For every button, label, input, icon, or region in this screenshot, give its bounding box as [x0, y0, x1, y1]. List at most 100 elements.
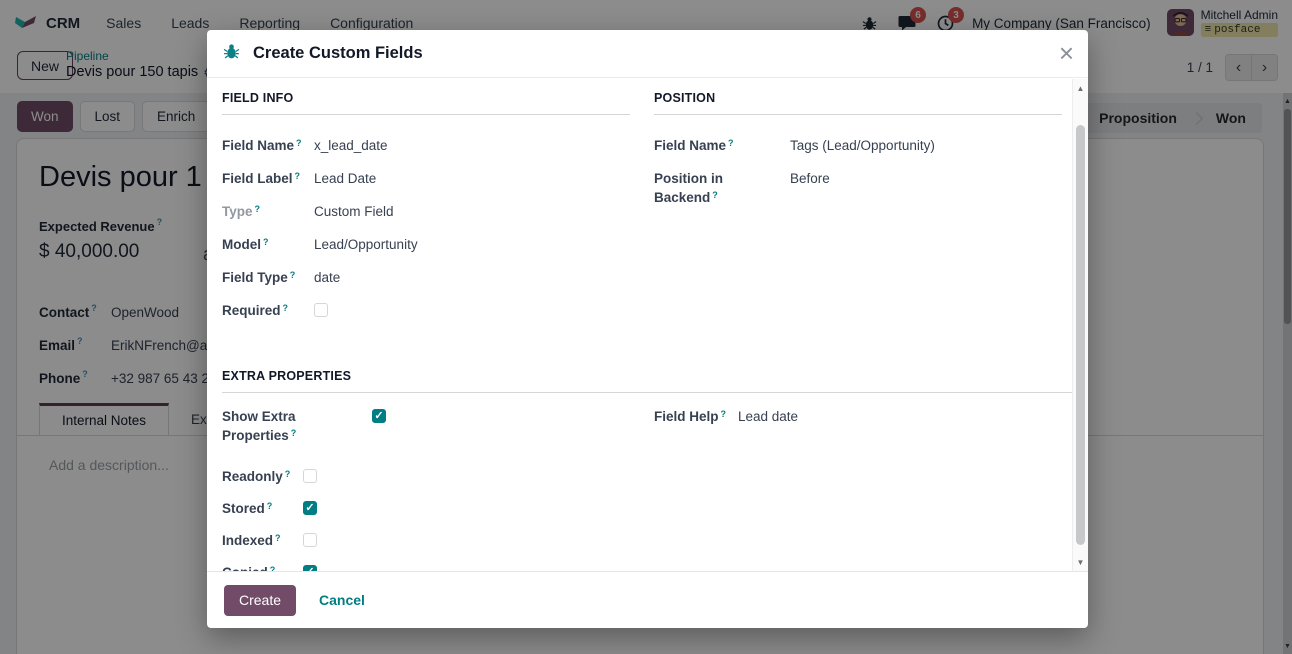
status-buttons: Won Lost Enrich — [17, 101, 211, 132]
indexed-checkbox[interactable]: ✓ — [303, 533, 317, 547]
cancel-button[interactable]: Cancel — [319, 592, 365, 608]
show-extra-properties-checkbox[interactable]: ✓ — [372, 409, 386, 423]
company-switcher[interactable]: My Company (San Francisco) — [972, 15, 1151, 31]
pager-value: 1 / 1 — [1186, 60, 1213, 75]
new-button[interactable]: New — [17, 51, 74, 80]
position-title: POSITION — [654, 91, 1062, 115]
modal-body: FIELD INFO Field Name? x_lead_date Field… — [207, 79, 1072, 571]
activities-badge: 3 — [948, 7, 965, 23]
breadcrumb-pipeline[interactable]: Pipeline — [66, 49, 109, 63]
scroll-down-icon[interactable]: ▼ — [1284, 642, 1291, 650]
user-meta: Mitchell Admin ≡ posface — [1200, 8, 1278, 37]
create-custom-fields-modal: Create Custom Fields × FIELD INFO Field … — [207, 30, 1088, 628]
odoo-crm-logo-icon — [14, 13, 38, 33]
help-icon: ? — [290, 428, 297, 438]
phone-field: Phone? +32 987 65 43 21 — [39, 369, 217, 386]
field-info-section: FIELD INFO Field Name? x_lead_date Field… — [222, 91, 630, 334]
readonly-checkbox[interactable]: ✓ — [303, 469, 317, 483]
field-info-title: FIELD INFO — [222, 91, 630, 115]
main-menu: Sales Leads Reporting Configuration — [106, 15, 413, 31]
readonly-row: Readonly? ✓ — [222, 467, 630, 486]
help-icon: ? — [156, 217, 163, 227]
help-icon: ? — [77, 336, 83, 346]
modal-title: Create Custom Fields — [253, 44, 423, 62]
description-placeholder[interactable]: Add a description... — [49, 457, 169, 473]
modal-scrollbar-thumb[interactable] — [1076, 125, 1085, 545]
check-icon: ✓ — [374, 409, 384, 422]
copied-checkbox[interactable]: ✓ — [303, 565, 317, 571]
lost-button[interactable]: Lost — [79, 101, 136, 132]
app-name[interactable]: CRM — [46, 14, 81, 32]
help-icon: ? — [728, 138, 734, 148]
menu-leads[interactable]: Leads — [171, 15, 210, 31]
model-input[interactable]: Lead/Opportunity — [314, 237, 418, 252]
close-icon[interactable]: × — [1058, 38, 1074, 68]
expected-revenue-value[interactable]: $ 40,000.00 — [39, 241, 140, 262]
user-menu[interactable]: Mitchell Admin ≡ posface — [1166, 8, 1278, 37]
contact-value[interactable]: OpenWood — [111, 305, 180, 320]
database-name: posface — [1214, 24, 1261, 36]
field-type-row: Field Type? date — [222, 270, 341, 285]
email-value[interactable]: ErikNFrench@arn — [111, 338, 220, 353]
messages-icon[interactable]: 6 — [896, 7, 927, 34]
copied-row: Copied? ✓ — [222, 563, 630, 571]
stored-checkbox[interactable]: ✓ — [303, 501, 317, 515]
help-icon: ? — [269, 565, 276, 571]
database-badge: ≡ posface — [1200, 23, 1278, 37]
menu-reporting[interactable]: Reporting — [239, 15, 301, 31]
expected-revenue-label: Expected Revenue? — [39, 217, 163, 234]
field-label-row: Field Label? Lead Date — [222, 171, 377, 186]
pager-next-button[interactable]: › — [1251, 54, 1278, 81]
page-scrollbar-thumb[interactable] — [1284, 109, 1291, 324]
check-icon: ✓ — [305, 566, 314, 571]
field-help-input[interactable]: Lead date — [738, 409, 799, 424]
position-in-backend-row: Position in Backend? Before — [654, 171, 830, 205]
phone-value[interactable]: +32 987 65 43 21 — [111, 371, 217, 386]
field-type-input[interactable]: date — [314, 270, 341, 285]
tab-internal-notes[interactable]: Internal Notes — [39, 403, 170, 435]
position-section: POSITION Field Name? Tags (Lead/Opportun… — [654, 91, 1062, 334]
email-field: Email? ErikNFrench@arn — [39, 336, 220, 353]
breadcrumb: Pipeline Devis pour 150 tapis ⚙ — [66, 49, 215, 82]
check-icon: ✓ — [305, 501, 315, 514]
help-icon: ? — [289, 270, 296, 280]
scroll-down-icon[interactable]: ▼ — [1076, 557, 1085, 567]
debug-bug-icon[interactable] — [858, 12, 880, 34]
page-scrollbar[interactable]: ▲ ▼ — [1283, 93, 1292, 654]
required-checkbox[interactable]: ✓ — [314, 303, 328, 317]
stage-won[interactable]: Won — [1215, 110, 1246, 126]
help-icon: ? — [254, 204, 261, 214]
extra-properties-title: EXTRA PROPERTIES — [222, 369, 1072, 393]
messages-badge: 6 — [910, 7, 927, 23]
help-icon: ? — [720, 409, 727, 419]
scroll-up-icon[interactable]: ▲ — [1284, 97, 1291, 105]
menu-configuration[interactable]: Configuration — [330, 15, 414, 31]
user-name: Mitchell Admin — [1200, 8, 1278, 22]
contact-field: Contact? OpenWood — [39, 303, 180, 320]
position-field-name-row: Field Name? Tags (Lead/Opportunity) — [654, 138, 935, 153]
lead-title: Devis pour 1 — [39, 161, 202, 193]
scroll-up-icon[interactable]: ▲ — [1076, 83, 1085, 93]
type-value: Custom Field — [314, 204, 394, 219]
bug-icon — [223, 43, 240, 65]
create-button[interactable]: Create — [224, 584, 297, 616]
help-icon: ? — [294, 171, 301, 181]
field-label-input[interactable]: Lead Date — [314, 171, 377, 186]
position-in-backend-select[interactable]: Before — [790, 171, 830, 186]
modal-footer: Create Cancel — [207, 571, 1088, 628]
field-name-input[interactable]: x_lead_date — [314, 138, 388, 153]
position-field-name-input[interactable]: Tags (Lead/Opportunity) — [790, 138, 935, 153]
help-icon: ? — [284, 469, 291, 479]
help-icon: ? — [275, 533, 281, 543]
modal-scrollbar[interactable]: ▲ ▼ — [1072, 79, 1088, 571]
won-button[interactable]: Won — [17, 101, 73, 132]
db-stack-icon: ≡ — [1204, 24, 1212, 36]
help-icon: ? — [296, 138, 302, 148]
activities-clock-icon[interactable]: 3 — [934, 7, 965, 34]
menu-sales[interactable]: Sales — [106, 15, 142, 31]
help-icon: ? — [712, 190, 718, 200]
help-icon: ? — [263, 237, 269, 247]
stored-row: Stored? ✓ — [222, 499, 630, 518]
stage-proposition[interactable]: Proposition — [1099, 110, 1177, 126]
